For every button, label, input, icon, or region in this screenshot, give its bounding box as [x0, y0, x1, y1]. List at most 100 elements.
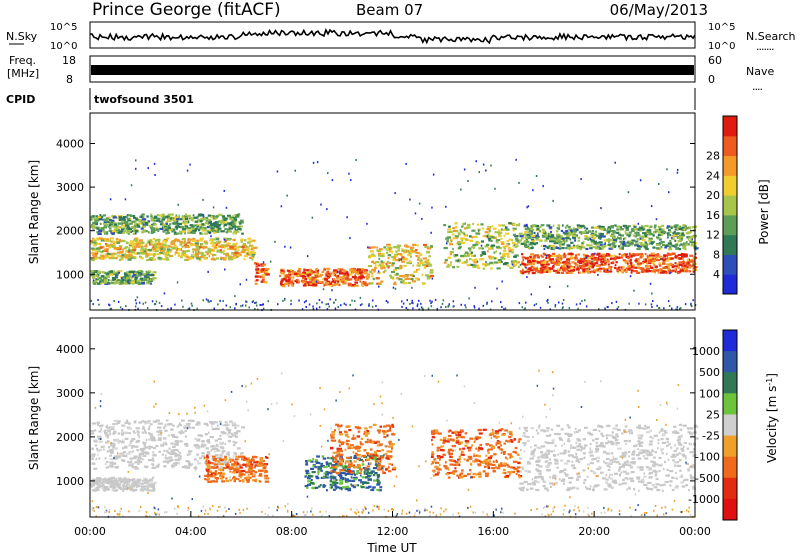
echo-cell-near [375, 305, 377, 307]
echo-cell-7 [569, 253, 574, 256]
freq-panel-frame [89, 55, 696, 83]
echo-cell-0 [107, 466, 110, 469]
echo-cell-1 [122, 216, 128, 219]
echo-cell-2 [254, 479, 257, 483]
echo-cell-4 [358, 276, 361, 279]
echo-cell-6 [452, 229, 457, 232]
echo-cell-0 [241, 245, 245, 249]
echo-cell-1 [241, 232, 244, 235]
echo-cell-0 [174, 455, 178, 458]
echo-cell-2 [253, 466, 256, 469]
echo-cell-2 [145, 282, 150, 285]
echo-cell-7 [658, 255, 663, 258]
echo-cell-2 [103, 275, 107, 278]
echo-cell-6 [512, 229, 515, 232]
echo-cell-0 [145, 438, 148, 441]
echo-cell-0 [226, 451, 230, 454]
echo-cell-3 [335, 478, 338, 482]
echo-cell-0 [94, 248, 97, 251]
echo-cell-3 [258, 264, 261, 267]
echo-cell-8 [673, 225, 677, 228]
echo-cell-1 [215, 226, 220, 229]
echo-cell-5 [426, 251, 431, 254]
echo-cell-0 [164, 443, 168, 446]
echo-cell-7 [565, 271, 569, 274]
echo-cell-1 [196, 223, 199, 226]
echo-cell-2 [103, 271, 107, 274]
echo-cell-2 [105, 273, 109, 276]
echo-cell-1 [94, 221, 97, 224]
echo-cell-7 [646, 254, 649, 258]
echo-cell-4 [306, 283, 310, 287]
echo-cell-5 [369, 271, 372, 274]
echo-cell-1 [122, 489, 125, 492]
echo-cell-0 [214, 447, 219, 451]
echo-cell-1 [217, 221, 219, 224]
echo-cell-5 [369, 250, 374, 253]
echo-cell-1 [224, 217, 228, 220]
echo-cell-8 [598, 241, 603, 244]
echo-cell-7 [536, 256, 540, 259]
echo-cell-8 [684, 225, 687, 228]
echo-cell-8 [654, 228, 659, 232]
echo-cell-sparse [153, 162, 156, 165]
echo-cell-0 [156, 430, 160, 433]
echo-cell-5 [416, 244, 419, 247]
echo-cell-6 [448, 264, 452, 267]
echo-cell-8 [572, 234, 577, 237]
echo-cell-4 [289, 270, 295, 273]
echo-cell-0 [192, 237, 196, 240]
echo-cell-7 [590, 257, 595, 260]
echo-cell-7 [651, 261, 655, 264]
echo-cell-7 [645, 269, 649, 272]
echo-cell-2 [137, 279, 140, 282]
echo-cell-2 [135, 271, 139, 274]
echo-cell-8 [547, 235, 552, 238]
echo-cell-6 [484, 234, 487, 237]
echo-cell-4 [314, 279, 319, 282]
echo-cell-7 [566, 266, 571, 269]
echo-cell-6 [481, 258, 485, 261]
echo-cell-near [290, 303, 292, 306]
echo-cell-0 [151, 437, 154, 440]
echo-cell-7 [626, 262, 629, 265]
echo-cell-4 [358, 271, 362, 274]
echo-cell-8 [533, 231, 536, 235]
echo-cell-near [473, 305, 475, 308]
echo-cell-near [125, 305, 127, 308]
echo-cell-5 [398, 278, 403, 281]
echo-cell-7 [587, 265, 590, 268]
echo-cell-2 [233, 480, 236, 483]
echo-cell-5 [403, 251, 407, 254]
echo-cell-8 [577, 236, 581, 239]
echo-cell-0 [190, 419, 194, 422]
echo-cell-1 [131, 230, 134, 233]
echo-cell-1 [176, 216, 181, 219]
echo-cell-0 [147, 427, 151, 430]
echo-cell-7 [599, 270, 602, 273]
echo-cell-near [401, 300, 403, 303]
echo-cell-1 [218, 213, 223, 216]
echo-cell-7 [629, 261, 633, 265]
echo-cell-1 [217, 230, 220, 233]
echo-cell-1 [98, 218, 103, 221]
echo-cell-8 [592, 246, 597, 249]
echo-cell-7 [532, 259, 536, 263]
echo-cell-3 [314, 460, 319, 463]
echo-cell-0 [91, 453, 96, 456]
echo-cell-1 [111, 225, 115, 228]
echo-cell-1 [143, 486, 148, 490]
echo-cell-5 [369, 282, 374, 285]
echo-cell-4 [311, 270, 314, 273]
echo-cell-7 [670, 257, 674, 260]
echo-cell-0 [162, 243, 166, 246]
echo-cell-0 [142, 451, 147, 454]
echo-cell-6 [495, 250, 497, 253]
echo-cell-8 [660, 240, 665, 244]
echo-cell-near [298, 299, 300, 302]
echo-cell-1 [231, 220, 235, 223]
echo-cell-7 [660, 271, 665, 274]
echo-cell-8 [679, 225, 682, 228]
echo-cell-0 [119, 251, 124, 254]
echo-cell-near [318, 306, 321, 309]
